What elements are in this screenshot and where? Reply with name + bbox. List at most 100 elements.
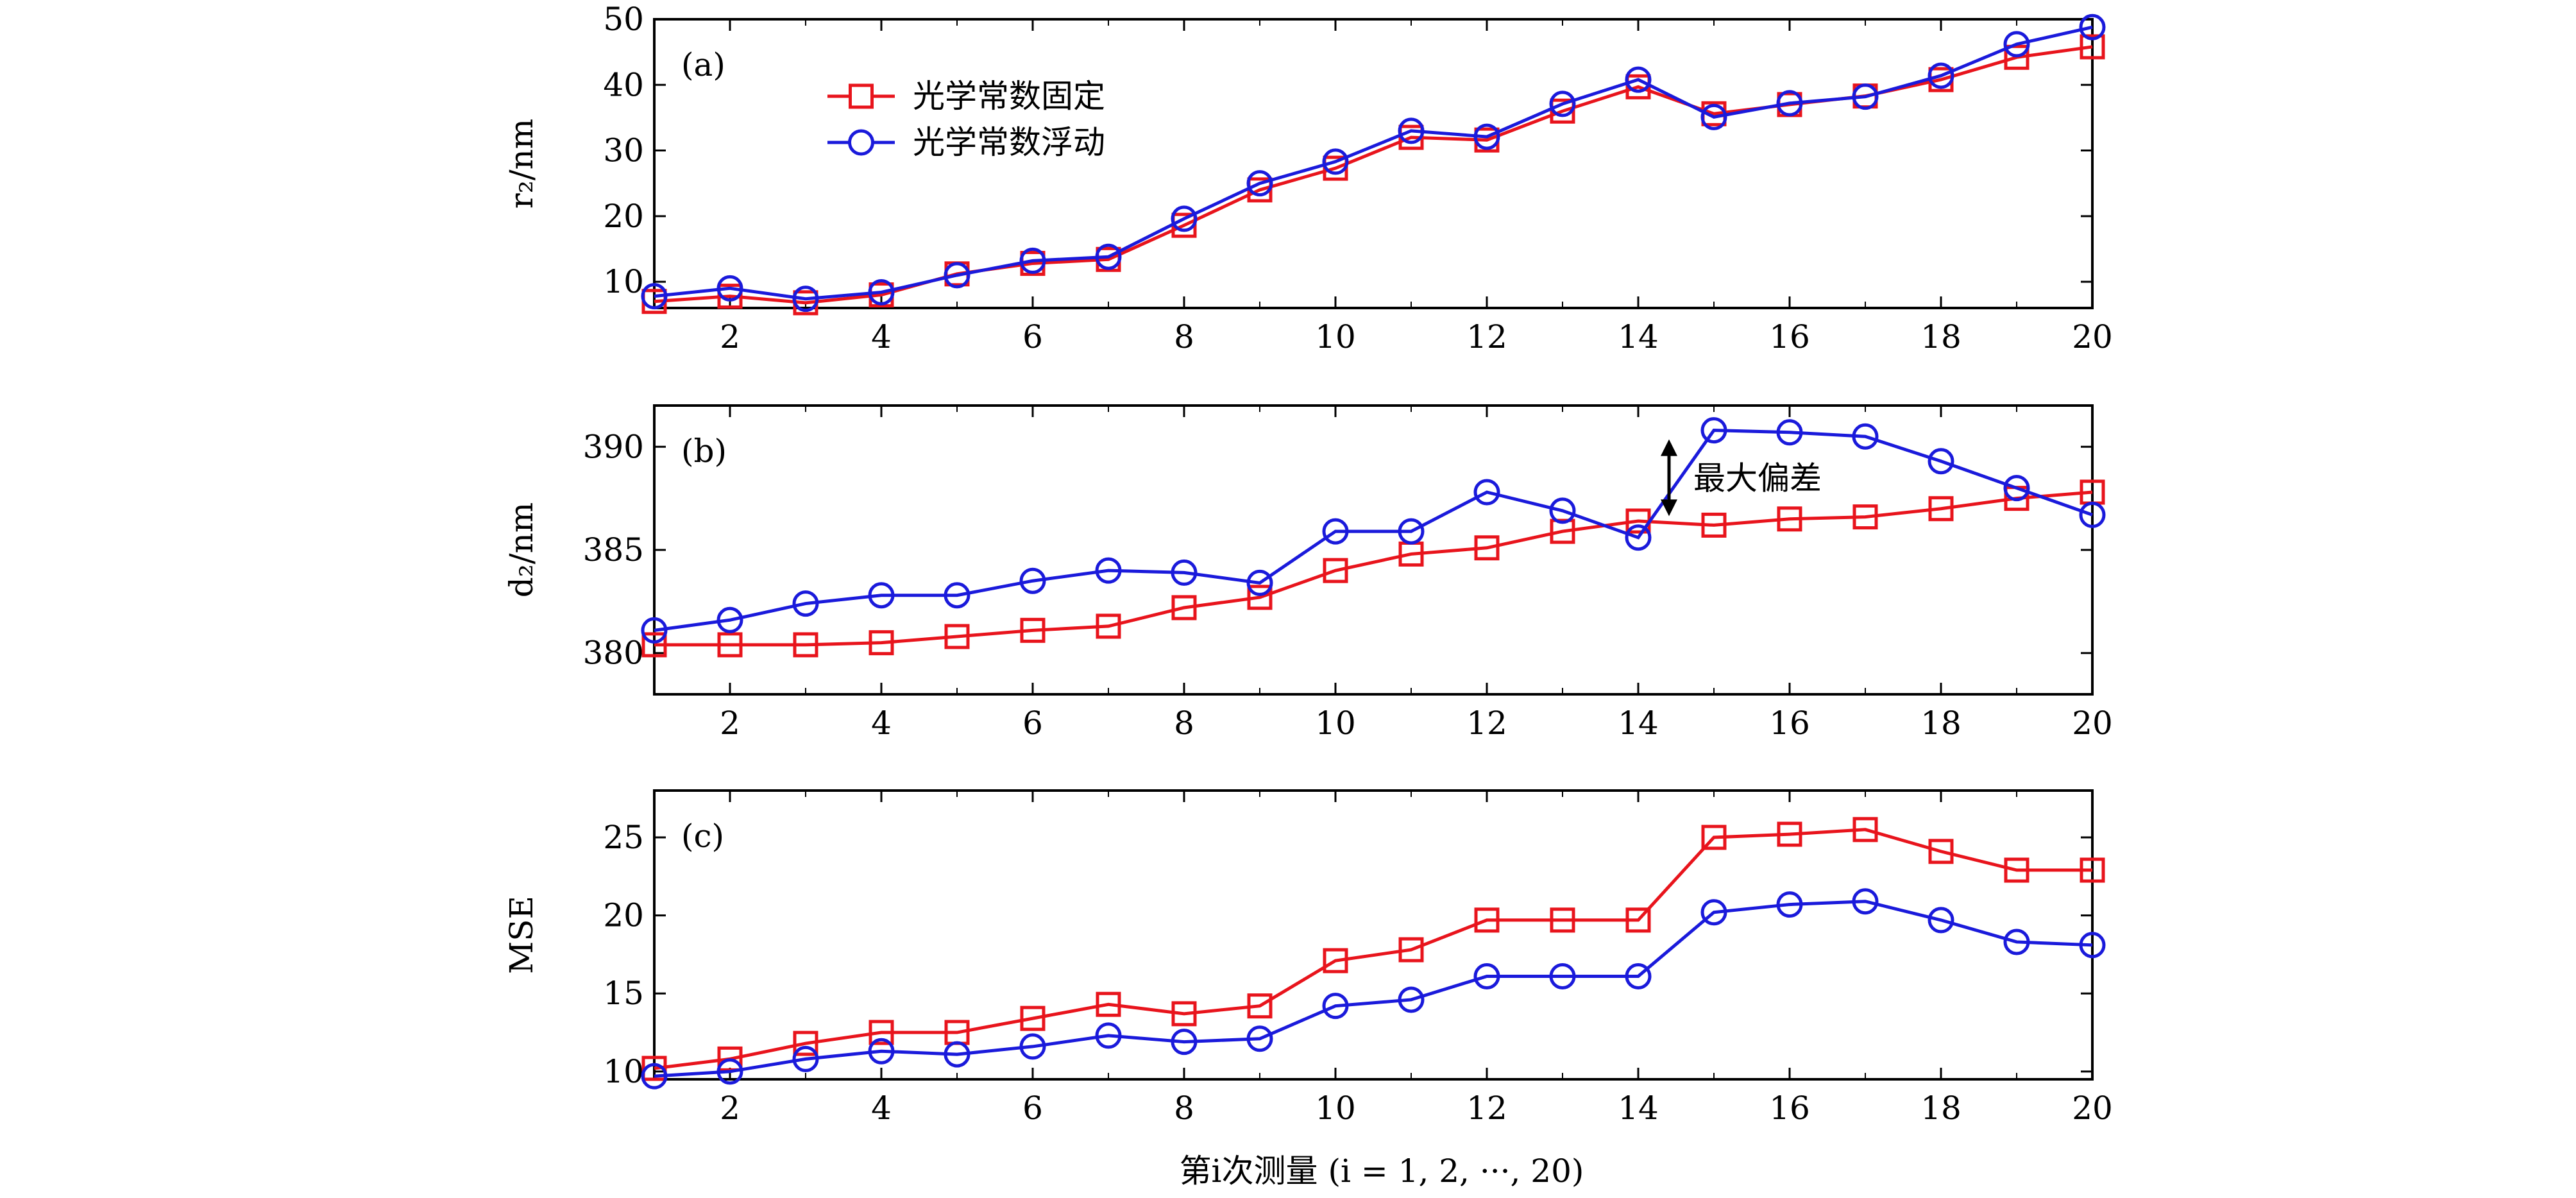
- data-point-circle: [2003, 31, 2030, 58]
- x-tick-label: 12: [1466, 1090, 1507, 1127]
- x-tick-label: 20: [2072, 1090, 2113, 1127]
- data-point-circle: [868, 582, 895, 609]
- data-point-square: [1474, 907, 1500, 933]
- annotation-arrowhead-up: [1661, 439, 1677, 456]
- data-point-square: [1096, 991, 1121, 1017]
- y-tick-label: 15: [603, 975, 644, 1012]
- data-point-square: [2080, 857, 2105, 883]
- data-point-circle: [1171, 205, 1198, 232]
- plot-frame: [653, 18, 2094, 309]
- data-point-square: [2004, 857, 2029, 883]
- data-point-circle: [1928, 448, 1954, 475]
- data-point-circle: [2003, 475, 2030, 502]
- legend-label: 光学常数固定: [913, 78, 1105, 115]
- data-point-square: [1020, 1005, 1046, 1031]
- x-tick-label: 18: [1920, 1090, 1962, 1127]
- x-tick-label: 10: [1315, 318, 1356, 355]
- annotation-arrowhead-down: [1661, 499, 1677, 517]
- data-point-square: [1323, 948, 1348, 973]
- data-point-circle: [944, 582, 970, 609]
- y-tick-label: 20: [603, 897, 644, 934]
- data-point-square: [869, 1020, 894, 1045]
- data-point-square: [1701, 825, 1727, 850]
- data-point-circle: [792, 1045, 819, 1072]
- data-point-square: [1852, 504, 1878, 530]
- x-tick-label: 10: [1315, 705, 1356, 742]
- x-tick-label: 14: [1618, 1090, 1659, 1127]
- legend-label: 光学常数浮动: [913, 124, 1105, 161]
- series-line-1: [654, 828, 2092, 1070]
- data-point-circle: [944, 262, 970, 289]
- series-line-1: [654, 490, 2093, 647]
- x-tick-label: 4: [871, 318, 892, 355]
- data-point-square: [2080, 34, 2105, 60]
- data-point-circle: [1928, 907, 1954, 934]
- data-point-square: [793, 1031, 818, 1056]
- annotation-label: 最大偏差: [1693, 460, 1822, 497]
- data-point-circle: [1852, 83, 1879, 110]
- data-point-circle: [1928, 62, 1954, 89]
- data-point-circle: [2079, 932, 2106, 959]
- data-point-circle: [1095, 1022, 1122, 1049]
- data-point-circle: [868, 1038, 895, 1065]
- x-tick-label: 4: [871, 705, 892, 742]
- data-point-square: [1171, 595, 1197, 620]
- y-axis-title: MSE: [503, 896, 540, 974]
- x-tick-label: 8: [1174, 318, 1194, 355]
- x-tick-label: 8: [1174, 1090, 1194, 1127]
- data-point-square: [641, 1056, 667, 1081]
- data-point-circle: [1852, 888, 1879, 915]
- panel-2: 2 4 6 8 10 12 14 16 18 20 380 385 390 d₂/nm (b) 最大偏差: [503, 404, 2113, 742]
- data-point-circle: [1852, 423, 1879, 450]
- y-tick-label: 385: [583, 531, 644, 569]
- y-tick-label: 20: [603, 198, 644, 235]
- y-axis-title: r₂/nm: [503, 119, 540, 209]
- data-point-circle: [2079, 501, 2106, 528]
- data-point-circle: [1322, 518, 1349, 545]
- data-point-circle: [1095, 243, 1122, 270]
- data-point-circle: [944, 1041, 970, 1068]
- x-tick-label: 2: [720, 1090, 740, 1127]
- data-point-square: [1928, 839, 1954, 864]
- panel-label: (c): [681, 817, 724, 855]
- data-point-square: [1247, 993, 1273, 1019]
- x-tick-label: 6: [1022, 705, 1043, 742]
- data-point-circle: [2003, 928, 2030, 955]
- data-point-circle: [1700, 103, 1727, 130]
- x-tick-label: 16: [1769, 318, 1810, 355]
- data-point-circle: [1473, 123, 1500, 150]
- data-point-square: [641, 632, 667, 658]
- data-point-square: [1171, 1001, 1197, 1027]
- panel-label: (a): [681, 46, 725, 83]
- x-tick-label: 6: [1022, 1090, 1043, 1127]
- data-point-square: [793, 632, 818, 658]
- data-point-circle: [716, 1058, 743, 1085]
- y-tick-label: 50: [603, 1, 644, 38]
- x-tick-label: 20: [2072, 318, 2113, 355]
- data-point-circle: [1246, 1025, 1273, 1052]
- x-tick-label: 18: [1920, 318, 1962, 355]
- data-point-square: [717, 632, 743, 658]
- data-point-circle: [716, 275, 743, 302]
- y-tick-label: 380: [583, 635, 644, 672]
- data-point-circle: [1019, 247, 1046, 274]
- y-tick-label: 25: [603, 819, 644, 856]
- data-point-circle: [792, 286, 819, 312]
- x-tick-label: 20: [2072, 705, 2113, 742]
- data-point-square: [1247, 585, 1273, 610]
- data-point-square: [1625, 907, 1651, 933]
- data-point-circle: [1776, 891, 1803, 918]
- y-axis-title: d₂/nm: [503, 502, 540, 598]
- y-tick-label: 390: [583, 428, 644, 465]
- data-point-square: [2004, 44, 2029, 70]
- x-tick-label: 6: [1022, 318, 1043, 355]
- data-point-circle: [641, 1063, 668, 1090]
- data-point-square: [1550, 518, 1575, 544]
- data-point-circle: [716, 606, 743, 633]
- x-tick-label: 2: [720, 318, 740, 355]
- x-tick-label: 16: [1769, 1090, 1810, 1127]
- data-point-circle: [1549, 497, 1576, 524]
- data-point-circle: [1625, 524, 1652, 551]
- data-point-circle: [1549, 963, 1576, 989]
